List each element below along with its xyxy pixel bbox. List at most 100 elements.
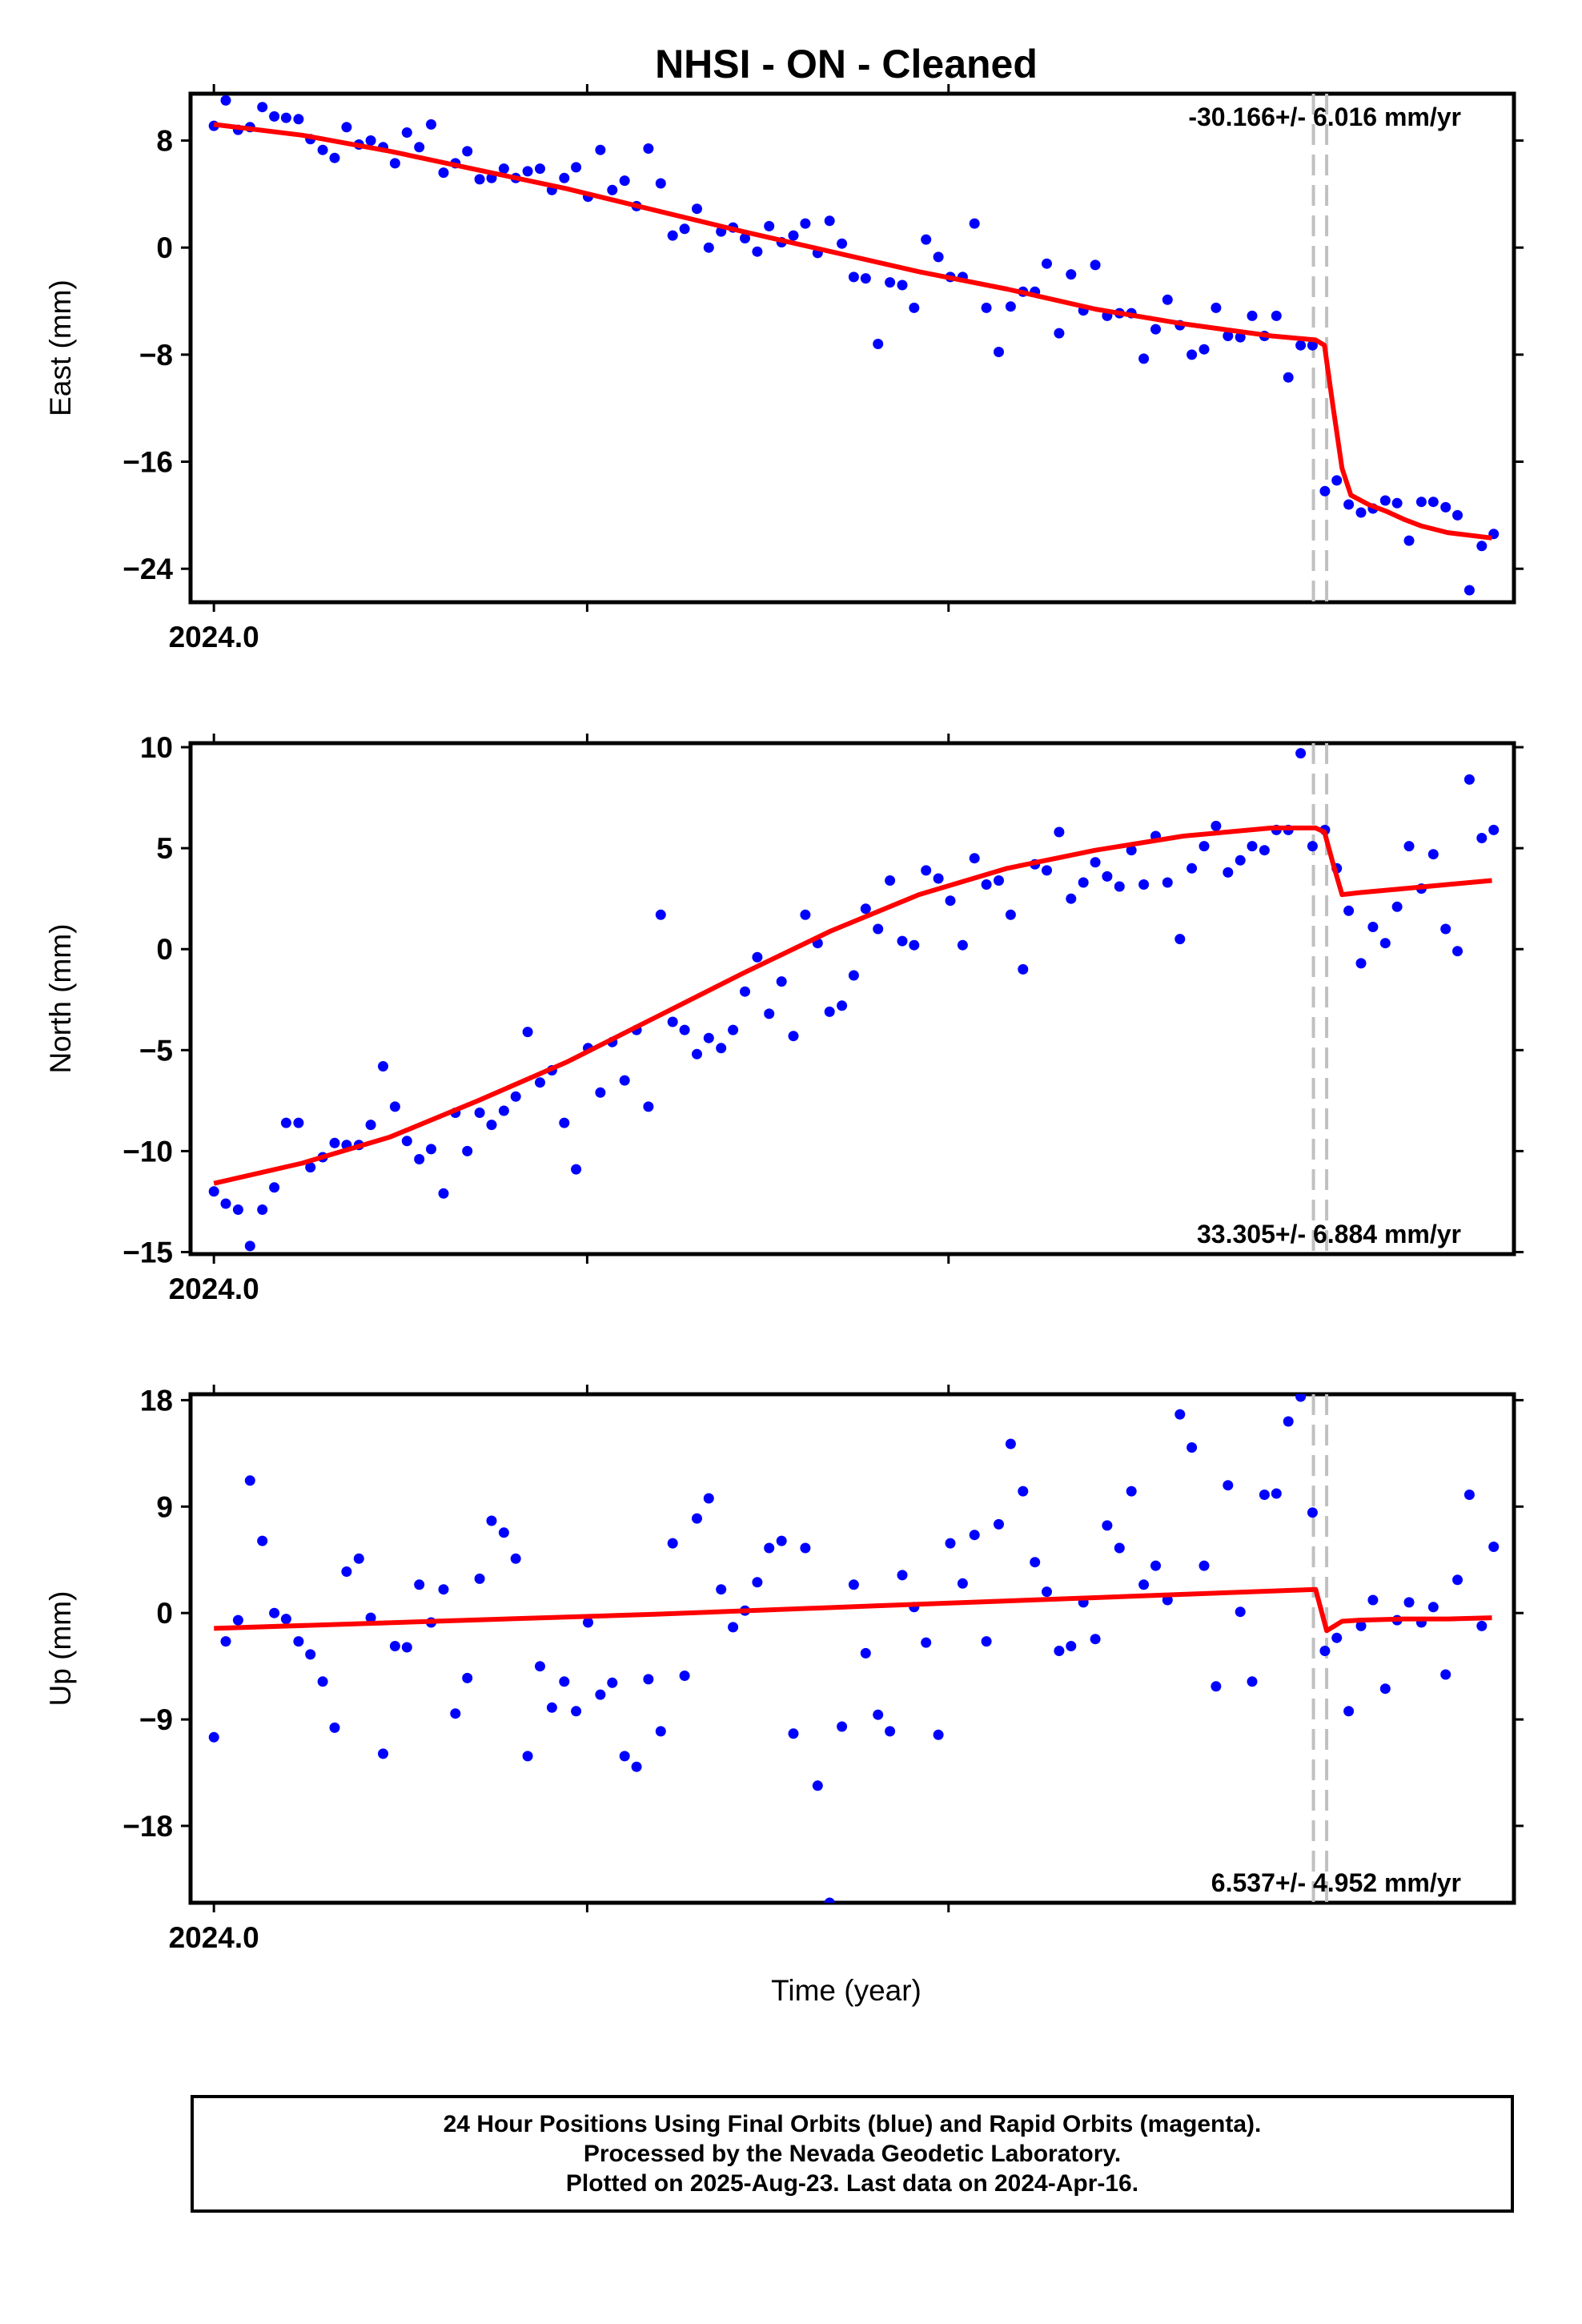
- up-data-point: [994, 1518, 1004, 1530]
- up-data-point: [510, 1553, 521, 1564]
- east-data-point: [462, 146, 473, 157]
- north-y-tick-label: 5: [156, 832, 173, 865]
- up-data-point: [232, 1614, 243, 1626]
- up-data-point: [317, 1676, 328, 1687]
- north-data-point: [389, 1101, 400, 1112]
- east-data-point: [667, 230, 678, 241]
- north-data-point: [643, 1101, 654, 1112]
- east-data-point: [921, 234, 932, 245]
- north-data-point: [293, 1117, 304, 1128]
- east-data-point: [426, 119, 436, 130]
- up-data-point: [462, 1672, 473, 1683]
- north-data-point: [1343, 905, 1355, 916]
- up-data-layer: [208, 1394, 1500, 1903]
- up-y-axis-label: Up (mm): [44, 1591, 77, 1707]
- up-data-point: [450, 1708, 461, 1719]
- east-data-point: [498, 163, 509, 175]
- up-data-point: [293, 1636, 304, 1647]
- up-data-point: [329, 1722, 340, 1733]
- up-y-tick-label: −9: [139, 1703, 173, 1736]
- north-data-point: [1488, 824, 1500, 835]
- east-data-point: [1211, 302, 1222, 313]
- up-data-point: [583, 1617, 593, 1628]
- footer-line-3: Plotted on 2025-Aug-23. Last data on 202…: [565, 2170, 1139, 2197]
- east-data-point: [389, 158, 400, 169]
- east-data-point: [474, 174, 485, 185]
- east-data-point: [401, 127, 412, 138]
- north-data-point: [498, 1105, 509, 1116]
- east-y-tick-label: −16: [122, 446, 173, 479]
- north-data-point: [1211, 820, 1222, 831]
- up-data-point: [933, 1729, 944, 1740]
- east-data-point: [1476, 541, 1488, 552]
- up-data-point: [607, 1677, 618, 1688]
- east-data-point: [909, 302, 920, 313]
- up-data-point: [728, 1622, 739, 1633]
- up-data-point: [280, 1614, 291, 1625]
- north-data-point: [921, 865, 932, 876]
- up-data-point: [1005, 1438, 1016, 1449]
- up-data-point: [389, 1641, 400, 1651]
- up-data-point: [414, 1579, 425, 1590]
- up-rate-label: 6.537+/- 4.952 mm/yr: [1211, 1868, 1461, 1897]
- north-data-point: [401, 1136, 412, 1147]
- north-data-point: [1126, 845, 1137, 856]
- north-data-point: [1114, 881, 1125, 892]
- north-data-point: [824, 1006, 835, 1017]
- north-data-point: [692, 1048, 702, 1059]
- up-data-point: [655, 1726, 666, 1737]
- east-data-point: [1307, 340, 1318, 351]
- east-data-point: [788, 230, 799, 241]
- east-data-point: [1391, 497, 1403, 509]
- north-data-point: [619, 1075, 630, 1086]
- north-data-point: [716, 1043, 727, 1054]
- up-data-point: [1162, 1594, 1173, 1606]
- east-panel: 8 0 −8 −16 −24 2024.0 East (mm) -30.166+/- 6.01…: [44, 84, 1524, 653]
- north-data-point: [1174, 934, 1186, 945]
- north-data-point: [776, 976, 787, 987]
- up-data-point: [1452, 1574, 1463, 1586]
- north-y-tick-label: −5: [139, 1034, 173, 1067]
- east-data-point: [1319, 485, 1331, 497]
- north-data-point: [462, 1145, 473, 1156]
- footer-line-2: Processed by the Nevada Geodetic Laborat…: [583, 2141, 1122, 2167]
- east-data-point: [1283, 372, 1294, 383]
- up-data-point: [860, 1647, 871, 1659]
- east-data-point: [1295, 340, 1307, 351]
- up-data-point: [897, 1570, 908, 1581]
- east-data-point: [800, 218, 811, 229]
- north-data-point: [969, 853, 980, 864]
- north-data-point: [510, 1091, 521, 1102]
- east-data-point: [824, 215, 835, 227]
- north-data-point: [414, 1154, 425, 1164]
- east-data-point: [1427, 497, 1439, 508]
- east-data-point: [293, 114, 304, 125]
- up-data-point: [643, 1674, 654, 1685]
- north-data-point: [933, 873, 944, 884]
- north-y-tick-label: 10: [140, 731, 173, 764]
- east-data-point: [341, 122, 352, 133]
- up-data-point: [305, 1649, 316, 1660]
- up-data-point: [764, 1542, 775, 1554]
- up-data-point: [595, 1689, 606, 1700]
- north-data-point: [667, 1016, 678, 1027]
- east-y-axis-label: East (mm): [44, 279, 77, 416]
- east-data-point: [679, 223, 690, 235]
- up-data-point: [559, 1676, 570, 1687]
- east-data-point: [933, 251, 944, 263]
- north-data-point: [1452, 946, 1463, 957]
- north-data-point: [1476, 833, 1488, 843]
- north-data-point: [486, 1120, 497, 1131]
- up-y-tick-label: 18: [140, 1384, 173, 1417]
- east-data-point: [1331, 475, 1343, 486]
- up-data-point: [824, 1897, 835, 1903]
- east-data-point: [269, 111, 280, 122]
- east-data-point: [1042, 258, 1052, 269]
- north-data-point: [1403, 841, 1415, 852]
- north-data-point: [655, 909, 666, 920]
- east-data-point: [559, 172, 570, 183]
- north-data-point: [885, 875, 896, 886]
- east-x-tick-label: 2024.0: [169, 621, 259, 653]
- up-data-point: [1440, 1669, 1452, 1680]
